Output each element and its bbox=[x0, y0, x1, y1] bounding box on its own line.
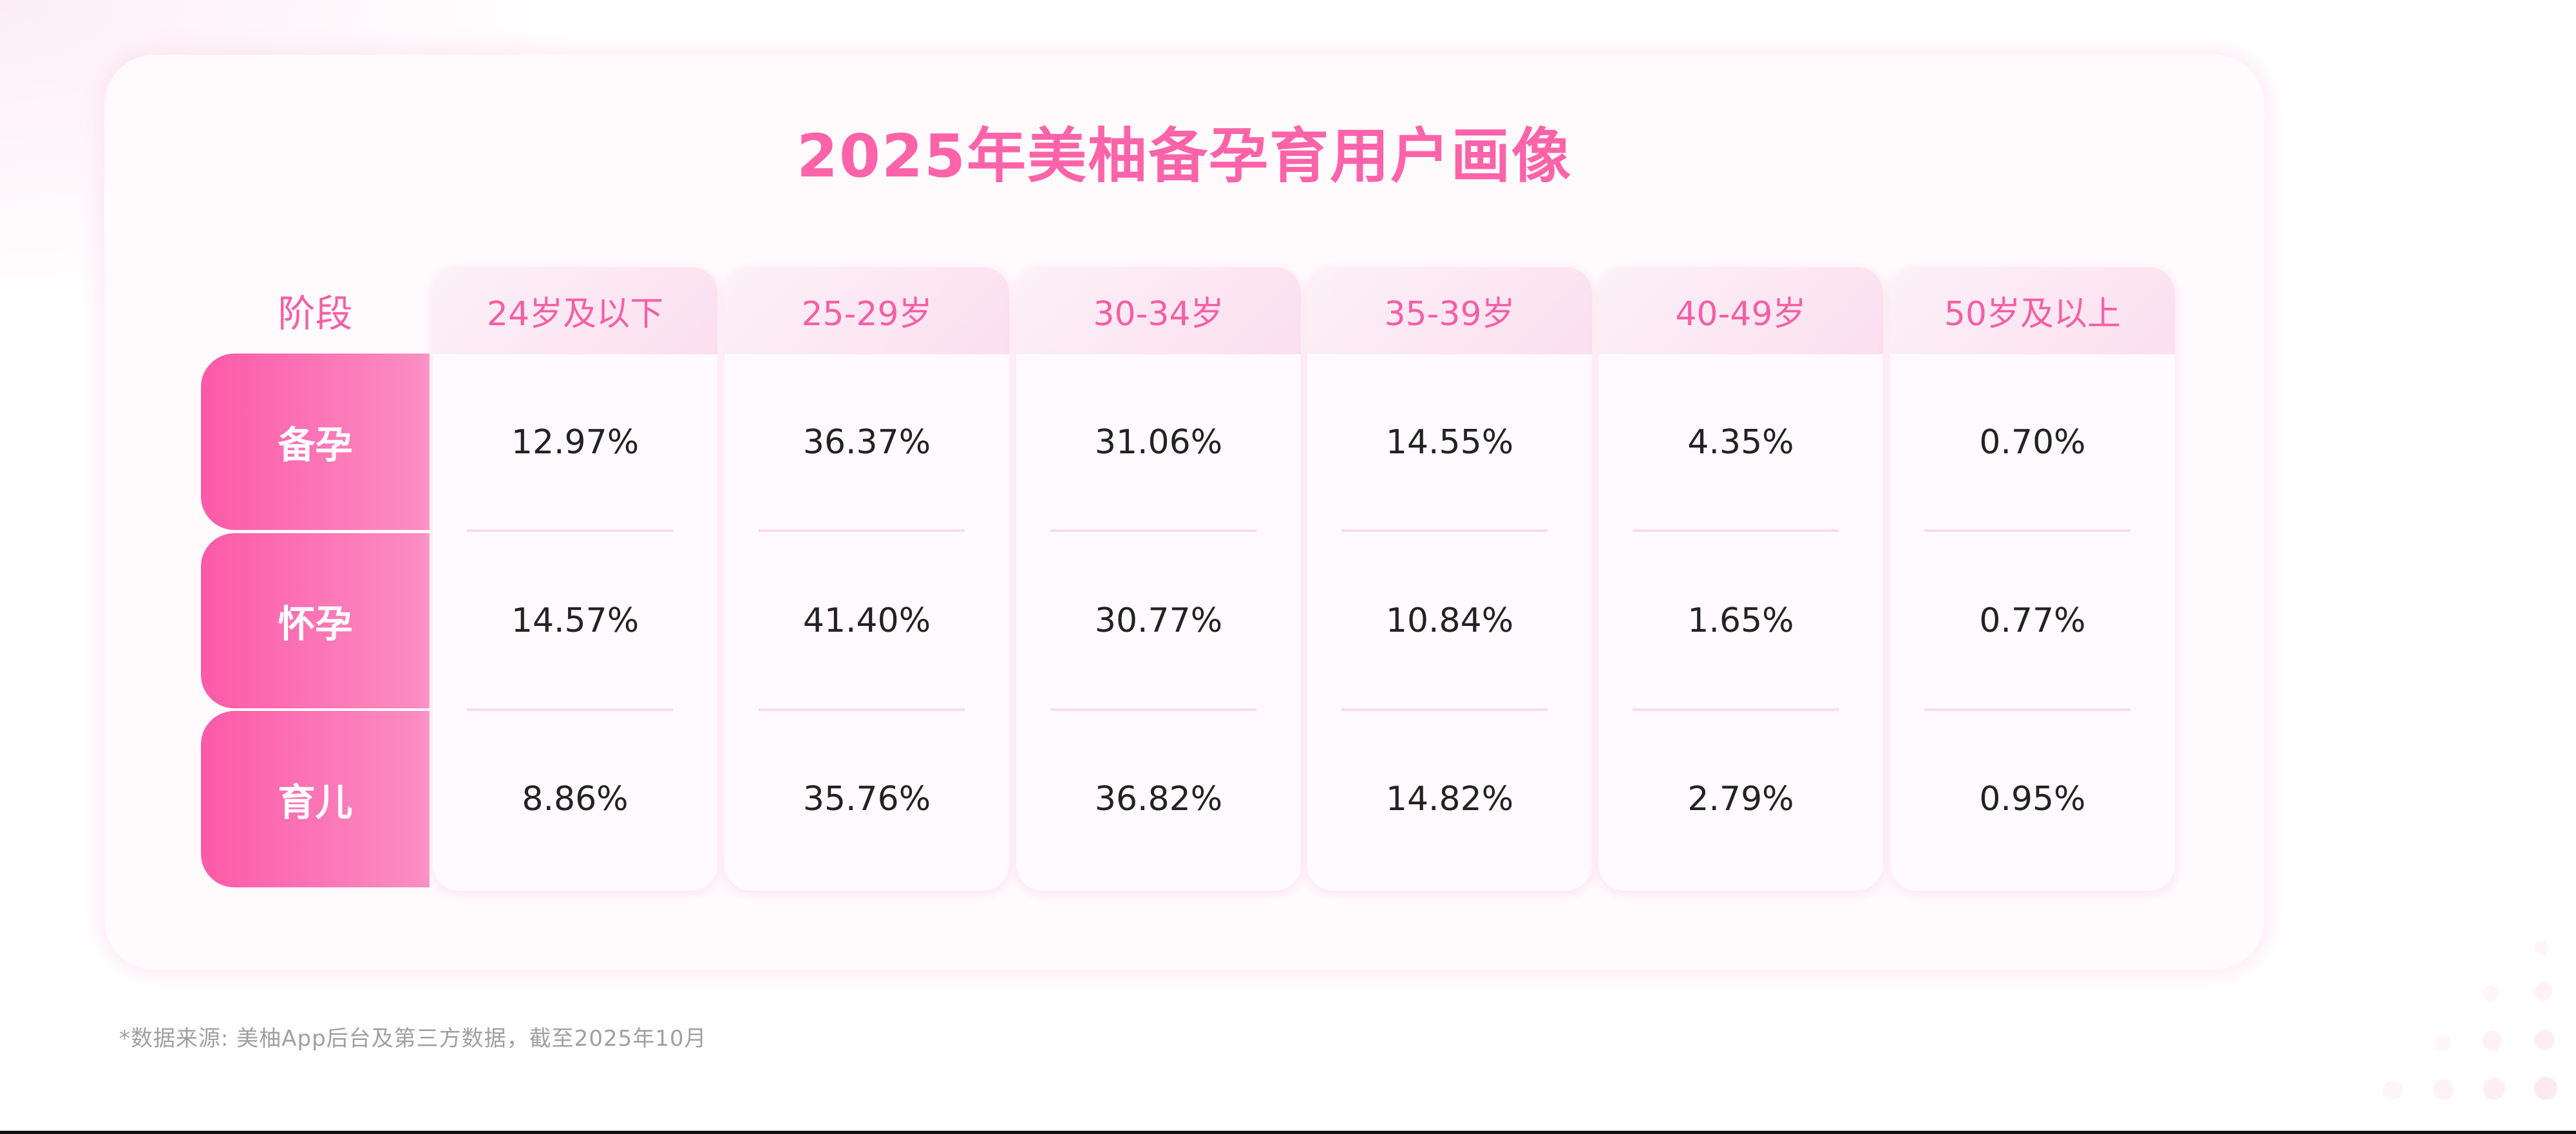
table-cell: 12.97% bbox=[511, 423, 639, 462]
row-label-parenting: 育儿 bbox=[201, 711, 430, 887]
age-column-50-and-over: 50岁及以上 0.70% 0.77% 0.95% bbox=[1890, 267, 2175, 891]
table-cell: 0.70% bbox=[1979, 423, 2086, 462]
table-cell: 4.35% bbox=[1687, 423, 1794, 462]
table-cell: 30.77% bbox=[1094, 601, 1223, 640]
row-divider bbox=[1341, 708, 1548, 711]
row-divider bbox=[1341, 529, 1548, 532]
row-divider bbox=[759, 708, 965, 711]
column-header: 24岁及以下 bbox=[433, 267, 717, 354]
table-cell: 36.82% bbox=[1094, 780, 1223, 818]
table-cell: 31.06% bbox=[1094, 423, 1223, 462]
row-divider bbox=[467, 529, 673, 532]
table-cell: 2.79% bbox=[1687, 780, 1794, 818]
decorative-dot-grid bbox=[2331, 938, 2576, 1131]
table-cell: 14.82% bbox=[1385, 780, 1514, 818]
table-cell: 8.86% bbox=[522, 780, 629, 818]
column-header: 40-49岁 bbox=[1598, 267, 1883, 354]
age-column-40-49: 40-49岁 4.35% 1.65% 2.79% bbox=[1598, 267, 1883, 891]
data-source-footnote: *数据来源: 美柚App后台及第三方数据，截至2025年10月 bbox=[119, 1026, 707, 1052]
stage-column-header: 阶段 bbox=[278, 292, 353, 335]
row-divider bbox=[1050, 708, 1256, 711]
column-header: 30-34岁 bbox=[1016, 267, 1301, 354]
age-column-30-34: 30-34岁 31.06% 30.77% 36.82% bbox=[1016, 267, 1301, 891]
table-cell: 0.77% bbox=[1979, 601, 2086, 640]
row-divider bbox=[1050, 529, 1256, 532]
bottom-edge-bar bbox=[0, 1131, 2576, 1134]
page-title: 2025年美柚备孕育用户画像 bbox=[796, 122, 1573, 191]
table-cell: 41.40% bbox=[802, 601, 931, 640]
column-header: 50岁及以上 bbox=[1890, 267, 2175, 354]
row-divider bbox=[1633, 708, 1839, 711]
column-header: 35-39岁 bbox=[1307, 267, 1592, 354]
row-divider bbox=[1924, 529, 2130, 532]
age-column-25-29: 25-29岁 36.37% 41.40% 35.76% bbox=[724, 267, 1009, 891]
table-cell: 0.95% bbox=[1979, 780, 2086, 818]
table-cell: 14.55% bbox=[1385, 423, 1514, 462]
age-column-24-and-under: 24岁及以下 12.97% 14.57% 8.86% bbox=[433, 267, 717, 891]
row-divider bbox=[1633, 529, 1839, 532]
table-cell: 14.57% bbox=[511, 601, 639, 640]
row-divider bbox=[1924, 708, 2130, 711]
age-column-35-39: 35-39岁 14.55% 10.84% 14.82% bbox=[1307, 267, 1592, 891]
row-divider bbox=[759, 529, 965, 532]
row-label-pregnant: 怀孕 bbox=[201, 533, 430, 708]
table-cell: 10.84% bbox=[1385, 601, 1514, 640]
row-label-prep: 备孕 bbox=[201, 354, 430, 530]
table-cell: 35.76% bbox=[802, 780, 931, 818]
table-cell: 36.37% bbox=[802, 423, 931, 462]
column-header: 25-29岁 bbox=[724, 267, 1009, 354]
table-cell: 1.65% bbox=[1687, 601, 1794, 640]
row-divider bbox=[467, 708, 673, 711]
